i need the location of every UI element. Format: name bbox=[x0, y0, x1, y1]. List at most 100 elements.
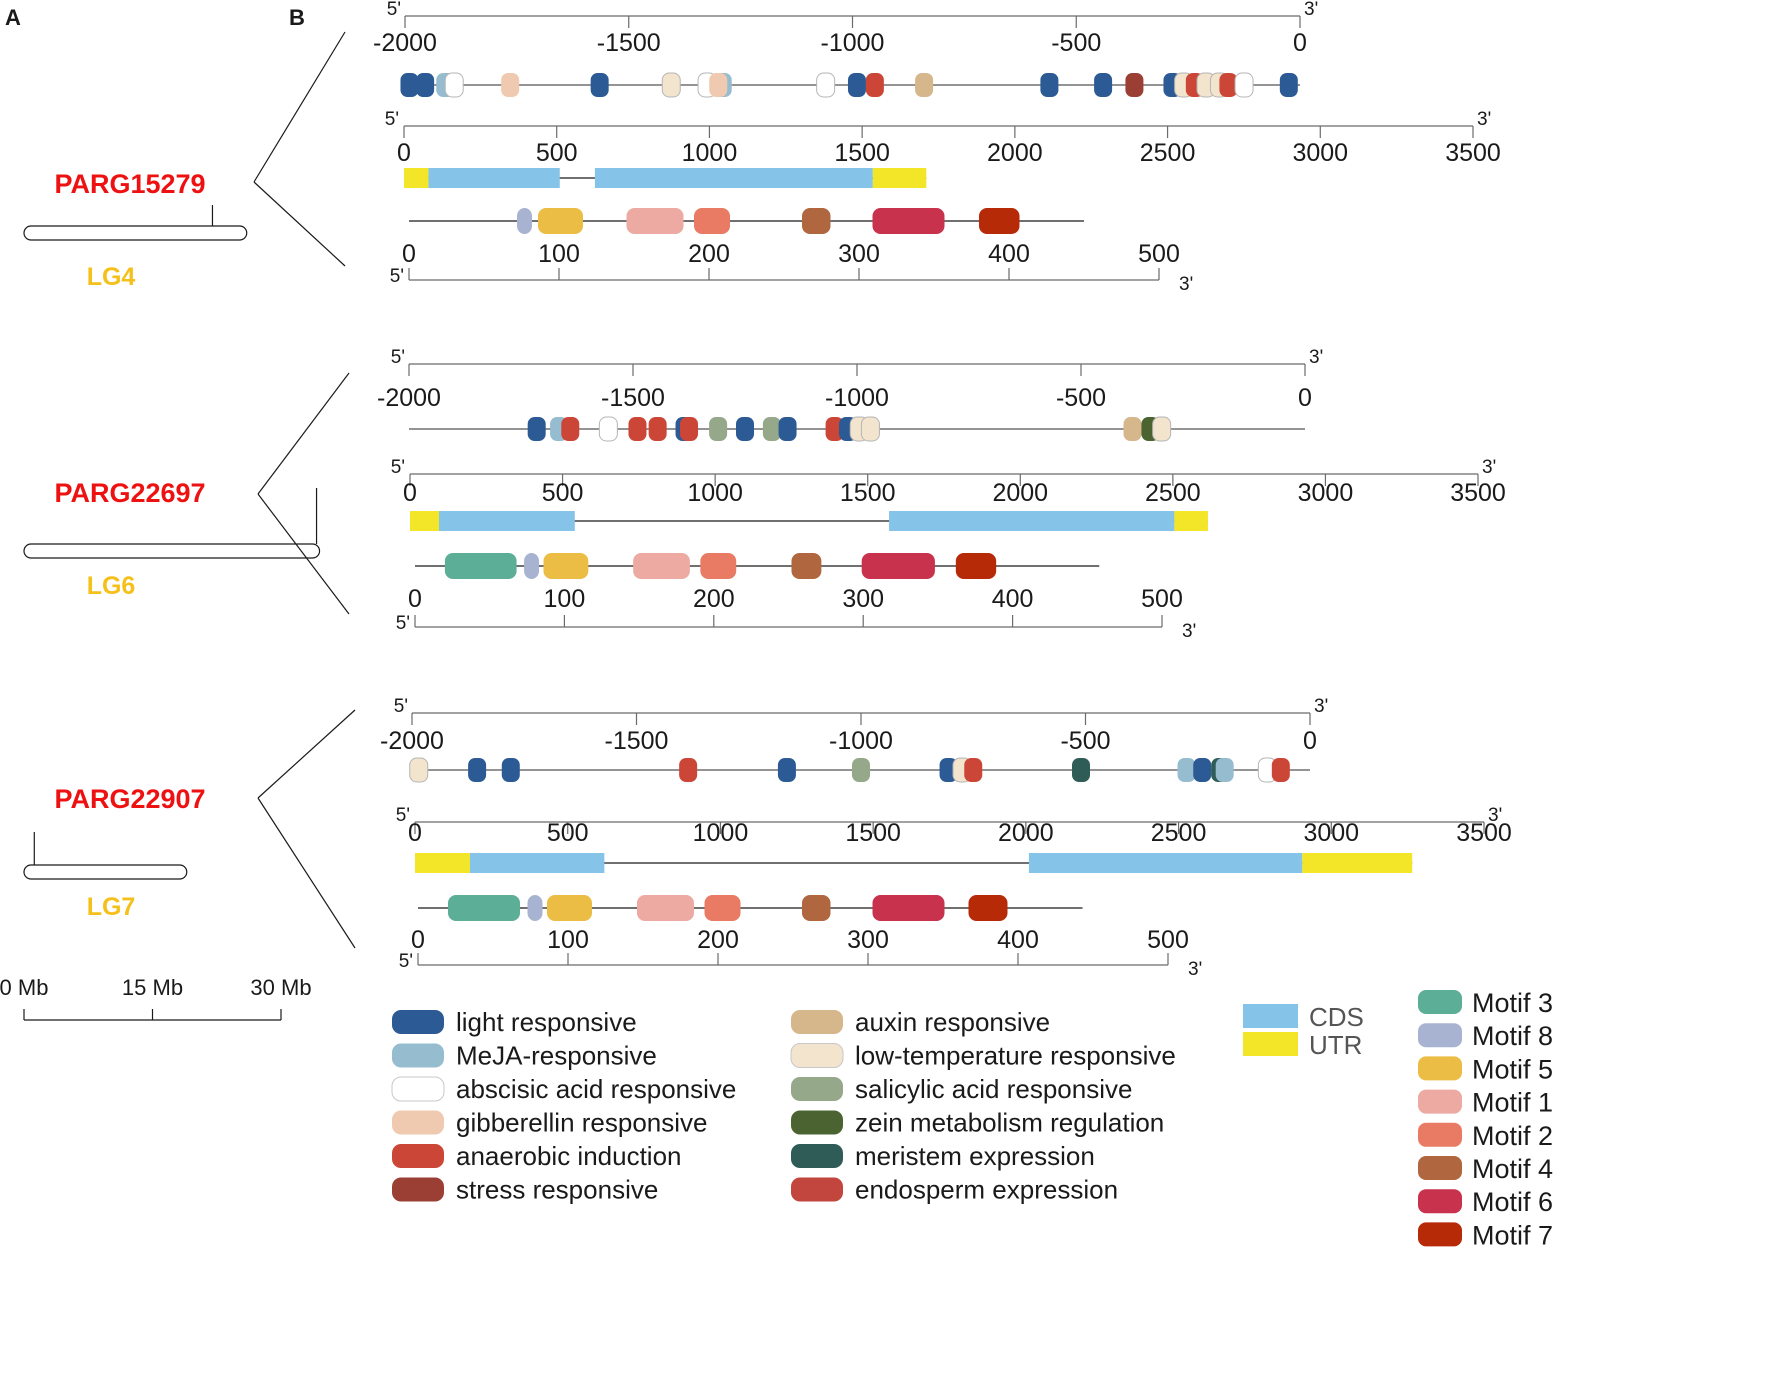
cis-element-anaerobic bbox=[648, 417, 667, 441]
protein-tick-label: 100 bbox=[547, 926, 589, 954]
cis-element-anaerobic bbox=[1219, 73, 1238, 97]
cis-element-light bbox=[736, 417, 754, 441]
protein-tick-label: 0 bbox=[402, 240, 416, 268]
protein-tick-label: 300 bbox=[838, 240, 880, 268]
cis-element-anaerobic bbox=[680, 417, 698, 441]
gene-tick-label: 1000 bbox=[682, 139, 738, 167]
motif-m4 bbox=[791, 553, 822, 579]
cis-element-meristem bbox=[1072, 758, 1091, 782]
cds-segment bbox=[469, 853, 605, 873]
cis-element-anaerobic bbox=[1271, 758, 1290, 782]
cis-element-light bbox=[527, 417, 546, 441]
motif-m4 bbox=[802, 895, 831, 921]
cis-element-light bbox=[1094, 73, 1113, 97]
legend-label-zein: zein metabolism regulation bbox=[855, 1108, 1164, 1138]
cis-element-lowtemp bbox=[661, 72, 681, 98]
legend-swatch-m5 bbox=[1418, 1056, 1462, 1081]
cis-element-lowtemp bbox=[860, 416, 880, 442]
legend-label-lowtemp: low-temperature responsive bbox=[855, 1041, 1176, 1071]
gene-tick-label: 500 bbox=[542, 479, 584, 507]
motif-m6 bbox=[872, 208, 945, 234]
legend-label-m6: Motif 6 bbox=[1472, 1187, 1553, 1217]
legend-label-utr: UTR bbox=[1309, 1030, 1362, 1060]
legend-swatch-meristem bbox=[791, 1144, 843, 1168]
protein-tick-label: 0 bbox=[411, 926, 425, 954]
legend-swatch-stress bbox=[392, 1177, 444, 1202]
legend-label-anaerobic: anaerobic induction bbox=[456, 1141, 682, 1171]
promoter-tick-label: -500 bbox=[1056, 384, 1106, 412]
legend-swatch-utr bbox=[1243, 1032, 1298, 1056]
gene-tick-label: 500 bbox=[536, 139, 578, 167]
legend-swatch-meja bbox=[392, 1043, 444, 1068]
motif-m8 bbox=[517, 208, 532, 234]
five-prime-label: 5' bbox=[394, 696, 408, 717]
promoter-tick-label: -1000 bbox=[829, 727, 893, 755]
five-prime-label: 5' bbox=[391, 347, 405, 368]
legend-label-m2: Motif 2 bbox=[1472, 1121, 1553, 1151]
panel-b-label: B bbox=[289, 5, 305, 30]
motif-m2 bbox=[704, 895, 741, 921]
gene-tick-label: 3500 bbox=[1445, 139, 1501, 167]
motif-m7 bbox=[955, 553, 997, 579]
zoom-line-top bbox=[257, 372, 350, 495]
five-prime-label: 5' bbox=[396, 613, 410, 634]
gene-tick-label: 2500 bbox=[1151, 819, 1207, 847]
protein-tick-label: 200 bbox=[688, 240, 730, 268]
utr-segment bbox=[410, 511, 439, 531]
utr-segment bbox=[415, 853, 470, 873]
legend-label-m1: Motif 1 bbox=[1472, 1088, 1553, 1118]
utr-segment bbox=[1302, 853, 1413, 873]
motif-m1 bbox=[626, 208, 684, 234]
cis-element-meja bbox=[1177, 758, 1196, 782]
linkage-group-label: LG7 bbox=[87, 893, 136, 921]
five-prime-label: 5' bbox=[391, 457, 405, 478]
gene-tick-label: 1500 bbox=[845, 819, 901, 847]
cis-element-aba bbox=[598, 416, 618, 442]
cis-element-anaerobic bbox=[825, 417, 844, 441]
legend-swatch-auxin bbox=[791, 1010, 843, 1034]
cis-element-light bbox=[1040, 73, 1059, 97]
legend-swatch-m8 bbox=[1418, 1023, 1462, 1048]
cis-element-ga bbox=[501, 73, 520, 97]
legend-label-auxin: auxin responsive bbox=[855, 1007, 1050, 1037]
motif-m1 bbox=[637, 895, 694, 921]
cis-element-anaerobic bbox=[628, 417, 647, 441]
zoom-line-bottom bbox=[253, 181, 346, 267]
gene-tick-label: 500 bbox=[547, 819, 589, 847]
protein-tick-label: 400 bbox=[997, 926, 1039, 954]
legend-label-meristem: meristem expression bbox=[855, 1141, 1095, 1171]
promoter-tick-label: -1000 bbox=[825, 384, 889, 412]
legend-swatch-m3 bbox=[1418, 990, 1462, 1014]
cis-element-light bbox=[777, 758, 796, 782]
promoter-tick-label: -1500 bbox=[601, 384, 665, 412]
cis-element-aba bbox=[1234, 72, 1254, 98]
cds-segment bbox=[428, 168, 560, 188]
motif-m5 bbox=[543, 553, 589, 579]
protein-tick-label: 500 bbox=[1147, 926, 1189, 954]
gene-tick-label: 1500 bbox=[834, 139, 890, 167]
gene-tick-label: 3000 bbox=[1292, 139, 1348, 167]
cds-segment bbox=[1028, 853, 1303, 873]
gene-tick-label: 3000 bbox=[1303, 819, 1359, 847]
motif-m2 bbox=[700, 553, 737, 579]
scale-tick-label: 0 Mb bbox=[0, 975, 48, 1000]
protein-tick-label: 500 bbox=[1141, 585, 1183, 613]
protein-tick-label: 300 bbox=[842, 585, 884, 613]
motif-m8 bbox=[527, 895, 543, 921]
gene-tick-label: 3500 bbox=[1456, 819, 1512, 847]
legend: light responsive MeJA-responsiveabscisic … bbox=[391, 988, 1553, 1250]
promoter-tick-label: 0 bbox=[1303, 727, 1317, 755]
cds-segment bbox=[594, 168, 873, 188]
cis-element-aba bbox=[816, 72, 836, 98]
gene-name: PARG22697 bbox=[54, 478, 205, 508]
legend-swatch-lowtemp bbox=[790, 1043, 844, 1068]
protein-tick-label: 100 bbox=[538, 240, 580, 268]
promoter-tick-label: -1500 bbox=[605, 727, 669, 755]
panel-a-label: A bbox=[5, 5, 21, 30]
chromosome-bar bbox=[23, 543, 321, 559]
five-prime-label: 5' bbox=[399, 951, 413, 972]
cis-element-auxin bbox=[1123, 417, 1142, 441]
legend-swatch-m4 bbox=[1418, 1156, 1462, 1180]
